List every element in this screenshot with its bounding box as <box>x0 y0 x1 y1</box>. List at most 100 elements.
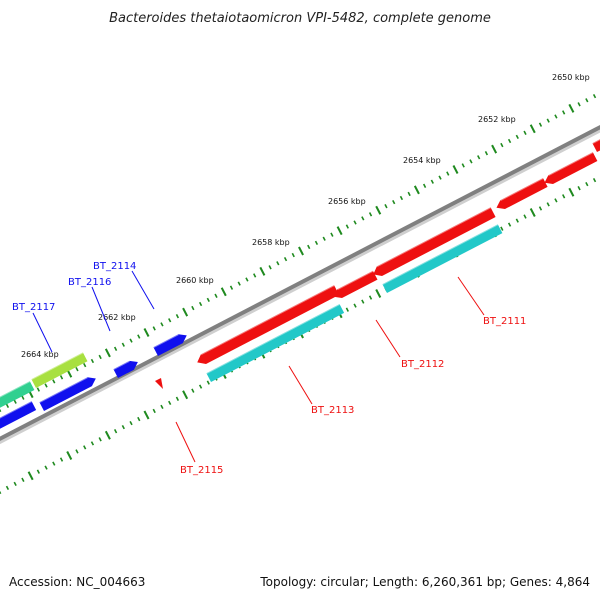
inner-tick <box>168 400 172 405</box>
gene-label-bt-2116[interactable]: BT_2116 <box>68 277 111 288</box>
outer-tick-row <box>0 94 597 413</box>
outer-tick <box>121 342 125 347</box>
inner-tick <box>585 182 589 187</box>
outer-tick <box>237 281 241 286</box>
gene-bar-bt-2117[interactable] <box>38 376 96 411</box>
inner-tick <box>36 469 40 474</box>
inner-tick <box>538 206 543 211</box>
map-title: Bacteroides thetaiotaomicron VPI-5482, c… <box>109 11 491 26</box>
inner-tick <box>523 214 527 219</box>
gene-label-bt-2111[interactable]: BT_2111 <box>483 316 526 327</box>
outer-tick <box>330 232 334 237</box>
outer-tick <box>577 102 581 107</box>
gene-label-bt-2117[interactable]: BT_2117 <box>12 302 55 313</box>
gene-bar-bt-2114[interactable] <box>152 333 187 356</box>
outer-tick <box>291 252 295 258</box>
outer-tick <box>129 338 133 343</box>
inner-tick <box>52 461 56 466</box>
inner-tick <box>592 177 597 183</box>
outer-tick <box>206 297 210 303</box>
tick-label-2652: 2652 kbp <box>478 115 516 124</box>
accession-text: Accession: NC_004663 <box>9 575 145 589</box>
tick-label-2650: 2650 kbp <box>552 73 590 82</box>
outer-tick <box>500 142 504 148</box>
outer-tick <box>336 226 343 236</box>
gene-label-bt-2115[interactable]: BT_2115 <box>180 465 223 476</box>
outer-tick <box>384 204 388 209</box>
leader-bt-2114 <box>131 270 155 310</box>
outer-tick <box>36 387 40 392</box>
inner-tick <box>66 451 73 460</box>
gene-bar-bt-2115[interactable] <box>155 378 163 389</box>
gene-label-bt-2114[interactable]: BT_2114 <box>93 261 136 272</box>
tick-label-2660: 2660 kbp <box>176 276 214 285</box>
outer-tick <box>52 379 56 384</box>
outer-tick <box>592 94 597 99</box>
tick-label-2658: 2658 kbp <box>252 238 290 247</box>
feature-layer <box>0 138 600 434</box>
outer-tick <box>160 322 164 327</box>
outer-tick <box>368 212 373 217</box>
outer-tick <box>529 124 536 134</box>
outer-tick <box>392 199 396 205</box>
inner-tick <box>152 408 156 414</box>
gene-bar-left-edge[interactable] <box>0 400 37 434</box>
inner-tick <box>191 388 195 393</box>
gene-bar-bt-2111[interactable] <box>544 151 598 184</box>
inner-tick <box>175 396 180 401</box>
inner-tick <box>500 226 504 231</box>
gene-label-bt-2112[interactable]: BT_2112 <box>401 359 444 370</box>
tick-label-2664: 2664 kbp <box>21 350 59 359</box>
gene-bar-bt-2111-part[interactable] <box>496 177 548 209</box>
outer-tick <box>90 358 95 364</box>
cds-band-bt-2111[interactable] <box>381 223 503 293</box>
cds-band-bt-2113[interactable] <box>205 303 345 382</box>
outer-tick <box>413 185 420 195</box>
leader-bt-2111 <box>457 276 485 316</box>
inner-tick <box>368 295 373 300</box>
outer-tick <box>137 334 141 339</box>
inner-tick <box>345 307 349 312</box>
outer-tick <box>438 175 442 180</box>
outer-tick <box>283 257 288 262</box>
outer-tick <box>554 114 558 119</box>
inner-tick <box>13 481 17 486</box>
outer-tick <box>314 240 319 245</box>
outer-tick <box>461 163 465 168</box>
outer-tick <box>407 191 411 197</box>
outer-tick <box>446 171 450 176</box>
inner-tick <box>5 485 10 491</box>
outer-tick <box>430 179 434 184</box>
outer-tick <box>98 354 102 360</box>
gene-bar-bt-2113[interactable] <box>197 284 340 364</box>
gene-bar-edge[interactable] <box>591 138 600 152</box>
gene-bar-bt-2116[interactable] <box>112 359 138 378</box>
inner-tick <box>121 425 125 430</box>
inner-tick <box>562 194 566 199</box>
genome-backbone <box>0 124 600 445</box>
outer-tick <box>268 265 272 270</box>
inner-tick <box>529 208 536 217</box>
cds-band-left[interactable] <box>0 380 35 413</box>
tick-label-layer: 2650 kbp 2652 kbp 2654 kbp 2656 kbp 2658… <box>21 73 590 359</box>
leader-bt-2112 <box>375 319 401 358</box>
inner-tick <box>198 384 203 389</box>
inner-tick <box>143 410 150 420</box>
tick-label-2662: 2662 kbp <box>98 313 136 322</box>
outer-tick <box>0 408 2 413</box>
gene-bar-bt-2112-part[interactable] <box>333 269 378 298</box>
gene-bar-bt-2112[interactable] <box>373 206 496 276</box>
inner-tick <box>75 449 79 454</box>
outer-tick <box>75 367 79 372</box>
tick-label-2656: 2656 kbp <box>328 197 366 206</box>
outer-tick <box>21 395 25 400</box>
gene-label-bt-2113[interactable]: BT_2113 <box>311 405 354 416</box>
outer-tick <box>143 328 150 337</box>
inner-tick <box>137 416 141 422</box>
inner-tick <box>507 222 512 227</box>
outer-tick <box>422 183 427 188</box>
inner-tick <box>90 441 95 446</box>
inner-tick <box>546 202 550 207</box>
cds-band-lime[interactable] <box>30 351 88 388</box>
